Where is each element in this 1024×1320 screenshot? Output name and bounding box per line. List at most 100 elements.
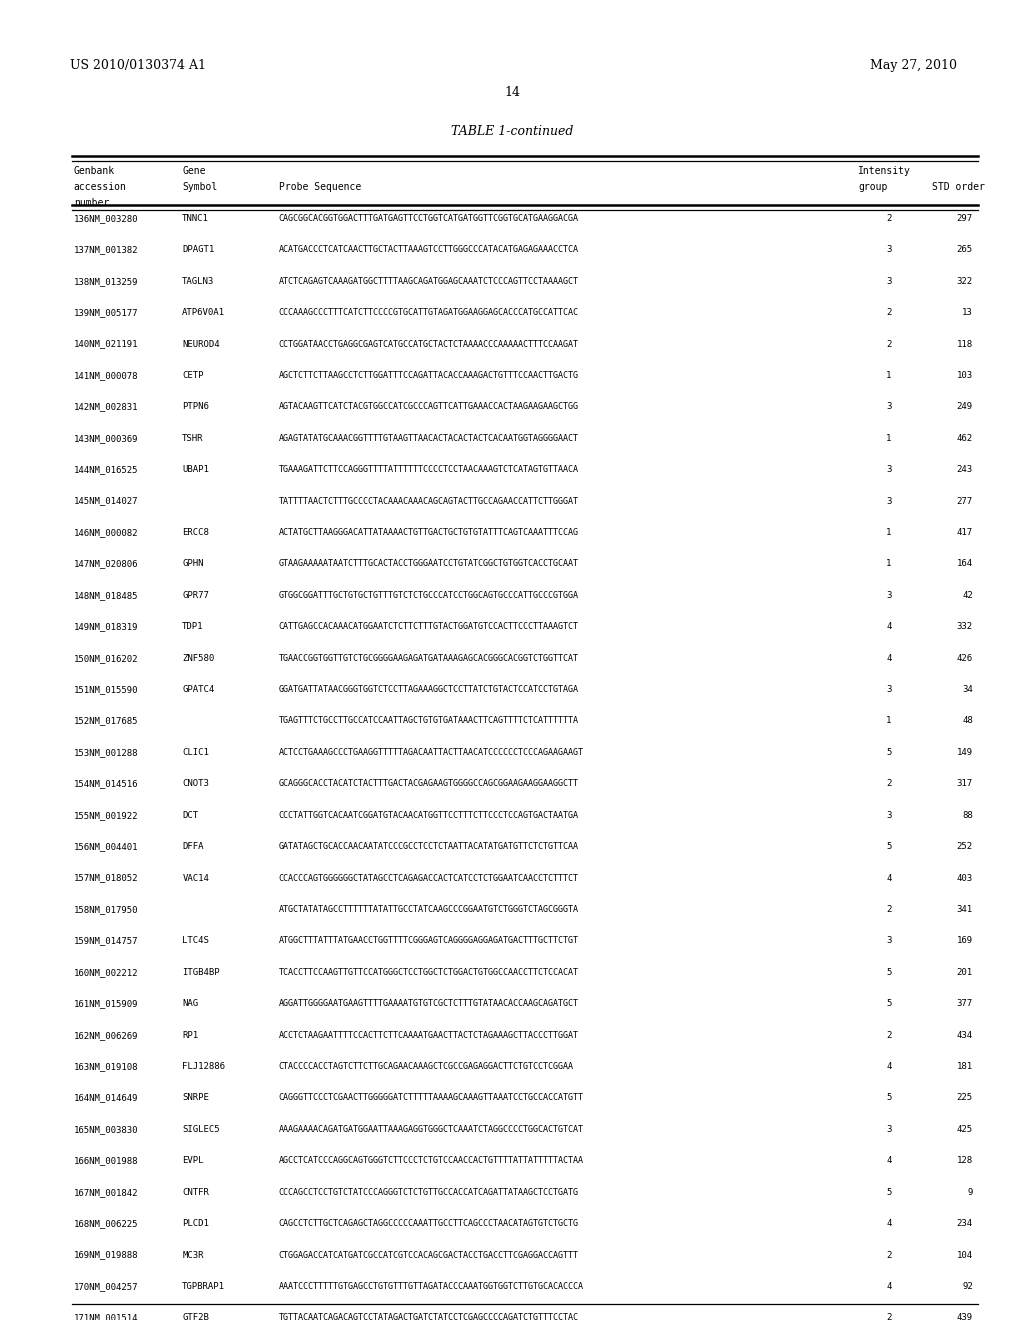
Text: TDP1: TDP1	[182, 622, 204, 631]
Text: 2: 2	[886, 339, 892, 348]
Text: 1: 1	[886, 434, 892, 442]
Text: 332: 332	[956, 622, 973, 631]
Text: number: number	[74, 198, 109, 209]
Text: 341: 341	[956, 906, 973, 913]
Text: EVPL: EVPL	[182, 1156, 204, 1166]
Text: GTGGCGGATTTGCTGTGCTGTTTGTCTCTGCCCATCCTGGCAGTGCCCATTGCCCGTGGA: GTGGCGGATTTGCTGTGCTGTTTGTCTCTGCCCATCCTGG…	[279, 591, 579, 599]
Text: 143NM_000369: 143NM_000369	[74, 434, 138, 442]
Text: 2: 2	[886, 1031, 892, 1040]
Text: 234: 234	[956, 1220, 973, 1228]
Text: TGAAAGATTCTTCCAGGGTTTTATTTTTTCCCCTCCTAACAAAGTCTCATAGTGTTAACA: TGAAAGATTCTTCCAGGGTTTTATTTTTTCCCCTCCTAAC…	[279, 465, 579, 474]
Text: accession: accession	[74, 182, 127, 193]
Text: ATP6V0A1: ATP6V0A1	[182, 308, 225, 317]
Text: GPR77: GPR77	[182, 591, 209, 599]
Text: 265: 265	[956, 246, 973, 255]
Text: 158NM_017950: 158NM_017950	[74, 906, 138, 913]
Text: CLIC1: CLIC1	[182, 748, 209, 756]
Text: TATTTTAACTCTTTGCCCCTACAAACAAACAGCAGTACTTGCCAGAACCATTCTTGGGAT: TATTTTAACTCTTTGCCCCTACAAACAAACAGCAGTACTT…	[279, 496, 579, 506]
Text: 5: 5	[886, 1093, 892, 1102]
Text: 162NM_006269: 162NM_006269	[74, 1031, 138, 1040]
Text: 157NM_018052: 157NM_018052	[74, 874, 138, 883]
Text: TAGLN3: TAGLN3	[182, 277, 214, 285]
Text: CCTGGATAACCTGAGGCGAGTCATGCCATGCTACTCTAAAACCCAAAAACTTTCCAAGAT: CCTGGATAACCTGAGGCGAGTCATGCCATGCTACTCTAAA…	[279, 339, 579, 348]
Text: 4: 4	[886, 622, 892, 631]
Text: 3: 3	[886, 936, 892, 945]
Text: 154NM_014516: 154NM_014516	[74, 779, 138, 788]
Text: CAGGGTTCCCTCGAACTTGGGGGATCTTTTTAAAAGCAAAGTTAAATCCTGCCACCATGTT: CAGGGTTCCCTCGAACTTGGGGGATCTTTTTAAAAGCAAA…	[279, 1093, 584, 1102]
Text: DPAGT1: DPAGT1	[182, 246, 214, 255]
Text: CETP: CETP	[182, 371, 204, 380]
Text: 128: 128	[956, 1156, 973, 1166]
Text: STD order: STD order	[932, 182, 985, 193]
Text: 3: 3	[886, 496, 892, 506]
Text: 2: 2	[886, 906, 892, 913]
Text: 225: 225	[956, 1093, 973, 1102]
Text: 14: 14	[504, 86, 520, 99]
Text: TNNC1: TNNC1	[182, 214, 209, 223]
Text: DCT: DCT	[182, 810, 199, 820]
Text: GCAGGGCACCTACATCTACTTTGACTACGAGAAGTGGGGCCAGCGGAAGAAGGAAGGCTT: GCAGGGCACCTACATCTACTTTGACTACGAGAAGTGGGGC…	[279, 779, 579, 788]
Text: 277: 277	[956, 496, 973, 506]
Text: 5: 5	[886, 968, 892, 977]
Text: 149: 149	[956, 748, 973, 756]
Text: 2: 2	[886, 214, 892, 223]
Text: US 2010/0130374 A1: US 2010/0130374 A1	[70, 59, 206, 73]
Text: 4: 4	[886, 1063, 892, 1071]
Text: 138NM_013259: 138NM_013259	[74, 277, 138, 285]
Text: May 27, 2010: May 27, 2010	[870, 59, 957, 73]
Text: NEUROD4: NEUROD4	[182, 339, 220, 348]
Text: 148NM_018485: 148NM_018485	[74, 591, 138, 599]
Text: 3: 3	[886, 403, 892, 412]
Text: TGAACCGGTGGTTGTCTGCGGGGAAGAGATGATAAAGAGCACGGGCACGGTCTGGTTCAT: TGAACCGGTGGTTGTCTGCGGGGAAGAGATGATAAAGAGC…	[279, 653, 579, 663]
Text: RP1: RP1	[182, 1031, 199, 1040]
Text: TGPBRAP1: TGPBRAP1	[182, 1282, 225, 1291]
Text: 2: 2	[886, 308, 892, 317]
Text: 153NM_001288: 153NM_001288	[74, 748, 138, 756]
Text: Intensity: Intensity	[858, 166, 911, 177]
Text: 42: 42	[963, 591, 973, 599]
Text: GATATAGCTGCACCAACAATATCCCGCCTCCTCTAATTACATATGATGTTCTCTGTTCAA: GATATAGCTGCACCAACAATATCCCGCCTCCTCTAATTAC…	[279, 842, 579, 851]
Text: TGAGTTTCTGCCTTGCCATCCAATTAGCTGTGTGATAAACTTCAGTTTTCTCATTTTTTA: TGAGTTTCTGCCTTGCCATCCAATTAGCTGTGTGATAAAC…	[279, 717, 579, 726]
Text: ACTATGCTTAAGGGACATTATAAAACTGTTGACTGCTGTGTATTTCAGTCAAATTTCCAG: ACTATGCTTAAGGGACATTATAAAACTGTTGACTGCTGTG…	[279, 528, 579, 537]
Text: VAC14: VAC14	[182, 874, 209, 883]
Text: 5: 5	[886, 748, 892, 756]
Text: 118: 118	[956, 339, 973, 348]
Text: 5: 5	[886, 999, 892, 1008]
Text: 243: 243	[956, 465, 973, 474]
Text: 425: 425	[956, 1125, 973, 1134]
Text: 403: 403	[956, 874, 973, 883]
Text: ATCTCAGAGTCAAAGATGGCTTTTAAGCAGATGGAGCAAATCTCCCAGTTCCTAAAAGCT: ATCTCAGAGTCAAAGATGGCTTTTAAGCAGATGGAGCAAA…	[279, 277, 579, 285]
Text: 252: 252	[956, 842, 973, 851]
Text: 426: 426	[956, 653, 973, 663]
Text: 249: 249	[956, 403, 973, 412]
Text: AGCTCTTCTTAAGCCTCTTGGATTTCCAGATTACACCAAAGACTGTTTCCAACTTGACTG: AGCTCTTCTTAAGCCTCTTGGATTTCCAGATTACACCAAA…	[279, 371, 579, 380]
Text: GPATC4: GPATC4	[182, 685, 214, 694]
Text: 92: 92	[963, 1282, 973, 1291]
Text: 1: 1	[886, 717, 892, 726]
Text: 156NM_004401: 156NM_004401	[74, 842, 138, 851]
Text: AGGATTGGGGAATGAAGTTTTGAAAATGTGTCGCTCTTTGTATAACACCAAGCAGATGCT: AGGATTGGGGAATGAAGTTTTGAAAATGTGTCGCTCTTTG…	[279, 999, 579, 1008]
Text: Gene: Gene	[182, 166, 206, 177]
Text: UBAP1: UBAP1	[182, 465, 209, 474]
Text: CTACCCCACCTAGTCTTCTTGCAGAACAAAGCTCGCCGAGAGGACTTCTGTCCTCGGAA: CTACCCCACCTAGTCTTCTTGCAGAACAAAGCTCGCCGAG…	[279, 1063, 573, 1071]
Text: 439: 439	[956, 1313, 973, 1320]
Text: 152NM_017685: 152NM_017685	[74, 717, 138, 726]
Text: 322: 322	[956, 277, 973, 285]
Text: ACTCCTGAAAGCCCTGAAGGTTTTTAGACAATTACTTAACATCCCCCCTCCCAGAAGAAGT: ACTCCTGAAAGCCCTGAAGGTTTTTAGACAATTACTTAAC…	[279, 748, 584, 756]
Text: 163NM_019108: 163NM_019108	[74, 1063, 138, 1071]
Text: NAG: NAG	[182, 999, 199, 1008]
Text: 3: 3	[886, 591, 892, 599]
Text: SIGLEC5: SIGLEC5	[182, 1125, 220, 1134]
Text: 3: 3	[886, 685, 892, 694]
Text: 168NM_006225: 168NM_006225	[74, 1220, 138, 1228]
Text: ATGCTATATAGCCTTTTTTATATTGCCTATCAAGCCCGGAATGTCTGGGTCTAGCGGGTA: ATGCTATATAGCCTTTTTTATATTGCCTATCAAGCCCGGA…	[279, 906, 579, 913]
Text: CCCAAAGCCCTTTCATCTTCCCCGTGCATTGTAGATGGAAGGAGCACCCATGCCATTCAC: CCCAAAGCCCTTTCATCTTCCCCGTGCATTGTAGATGGAA…	[279, 308, 579, 317]
Text: 3: 3	[886, 810, 892, 820]
Text: CATTGAGCCACAAACATGGAATCTCTTCTTTGTACTGGATGTCCACTTCCCTTAAAGTCT: CATTGAGCCACAAACATGGAATCTCTTCTTTGTACTGGAT…	[279, 622, 579, 631]
Text: 142NM_002831: 142NM_002831	[74, 403, 138, 412]
Text: 149NM_018319: 149NM_018319	[74, 622, 138, 631]
Text: ATGGCTTTATTTATGAACCTGGTTTTCGGGAGTCAGGGGAGGAGATGACTTTGCTTCTGT: ATGGCTTTATTTATGAACCTGGTTTTCGGGAGTCAGGGGA…	[279, 936, 579, 945]
Text: 88: 88	[963, 810, 973, 820]
Text: 166NM_001988: 166NM_001988	[74, 1156, 138, 1166]
Text: 2: 2	[886, 779, 892, 788]
